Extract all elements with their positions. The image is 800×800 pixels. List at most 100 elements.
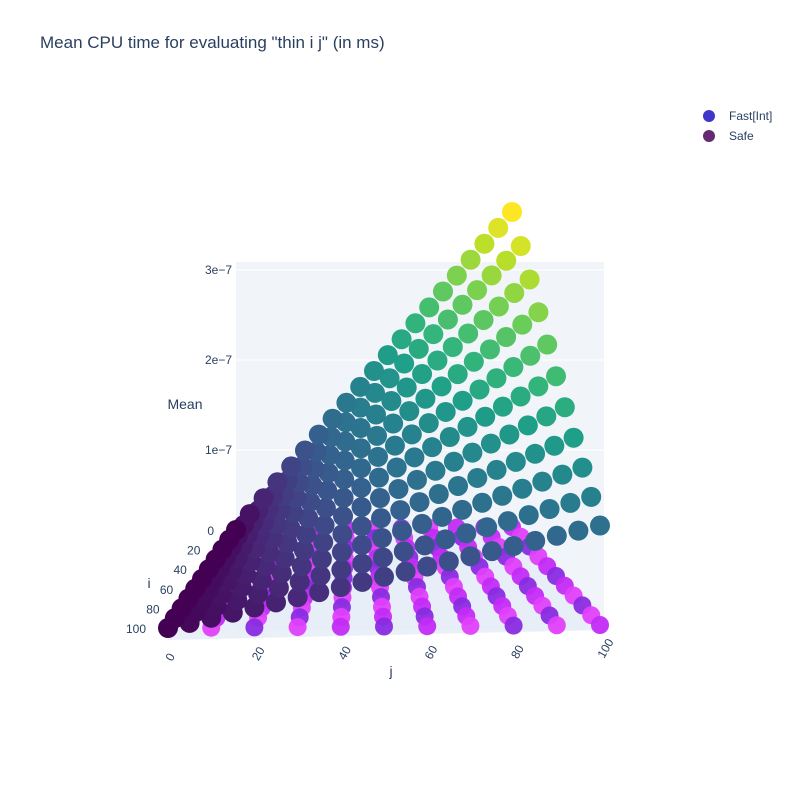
safe-point-162 [447,364,468,385]
j-tick-2: 40 [335,643,354,662]
j-tick-4: 80 [508,642,527,661]
safe-point-160 [415,388,436,409]
safe-point-101 [499,424,520,445]
safe-point-79 [486,459,507,480]
safe-point-75 [409,492,430,513]
legend-item-safe[interactable]: Safe [703,126,772,146]
safe-point-82 [544,435,565,456]
safe-point-209 [510,236,531,257]
safe-point-185 [473,309,494,330]
series-safe-points [158,202,610,638]
safe-point-53 [392,520,413,541]
safe-point-32 [393,541,414,562]
safe-point-69 [293,540,314,561]
safe-point-113 [333,487,354,508]
z-axis-title: Mean [167,396,202,412]
safe-point-96 [406,469,427,490]
safe-point-54 [412,513,433,534]
safe-point-95 [388,478,409,499]
safe-point-28 [310,565,331,586]
safe-point-13 [438,551,459,572]
safe-point-83 [563,427,584,448]
j-tick-3: 60 [422,643,441,662]
safe-point-8 [330,577,351,598]
fast-point-116 [418,617,437,636]
safe-point-135 [351,458,372,479]
fast-point-120 [591,616,609,634]
safe-point-123 [510,386,531,407]
safe-point-52 [372,527,392,548]
safe-point-35 [456,523,477,544]
safe-point-50 [331,542,352,563]
legend-label-safe: Safe [729,129,754,143]
safe-point-90 [296,524,317,545]
safe-point-225 [433,281,453,302]
safe-point-115 [369,467,389,488]
safe-point-167 [528,302,549,323]
safe-point-205 [452,294,473,315]
safe-point-182 [427,350,448,371]
safe-point-81 [525,443,546,464]
safe-point-184 [458,323,479,344]
fast-point-119 [547,616,566,635]
fast-point-113 [288,618,307,637]
safe-point-163 [463,351,484,372]
safe-point-219 [350,376,371,397]
safe-point-57 [472,492,493,513]
safe-point-183 [442,336,463,357]
safe-point-214 [281,456,302,477]
safe-point-49 [311,549,332,570]
fast-point-115 [375,617,393,636]
safe-point-204 [437,309,458,330]
safe-point-38 [518,505,539,526]
safe-point-222 [391,329,412,350]
safe-point-41 [581,486,602,507]
i-tick-3: 60 [160,583,174,597]
safe-point-144 [503,357,524,378]
z-tick-2: 3e−7 [205,263,232,277]
safe-point-20 [590,515,610,536]
safe-point-31 [373,547,393,568]
safe-point-178 [366,404,386,425]
safe-point-215 [295,440,315,461]
safe-point-206 [467,280,488,301]
safe-point-33 [414,535,435,556]
safe-point-27 [289,571,310,592]
safe-point-11 [395,561,416,582]
safe-point-77 [448,475,469,496]
safe-point-72 [351,516,372,537]
safe-point-56 [452,499,473,520]
legend-item-fast[interactable]: Fast[Int] [703,106,772,126]
safe-point-230 [502,202,522,222]
safe-point-124 [528,376,549,397]
safe-point-102 [517,415,538,436]
safe-point-228 [474,233,495,254]
safe-point-165 [496,327,517,348]
safe-point-39 [539,499,560,520]
safe-point-17 [525,530,546,551]
fast-point-112 [245,618,264,637]
safe-point-212 [253,488,274,509]
safe-point-159 [399,401,420,422]
i-tick-1: 20 [187,544,201,558]
safe-point-188 [519,269,540,290]
safe-point-164 [479,339,500,360]
safe-point-70 [313,532,334,553]
safe-point-226 [446,265,467,286]
safe-point-14 [460,546,481,567]
safe-point-140 [435,401,456,422]
safe-point-73 [371,508,391,529]
safe-point-166 [512,314,533,335]
safe-point-47 [271,563,292,584]
safe-point-34 [435,529,456,550]
safe-point-186 [488,296,509,317]
safe-point-137 [384,435,405,456]
safe-point-138 [401,424,422,445]
fast-point-117 [461,616,480,635]
safe-point-224 [419,297,440,318]
safe-point-51 [351,535,372,556]
safe-point-68 [274,548,295,569]
legend-marker-safe [703,130,715,142]
safe-point-158 [383,413,404,434]
